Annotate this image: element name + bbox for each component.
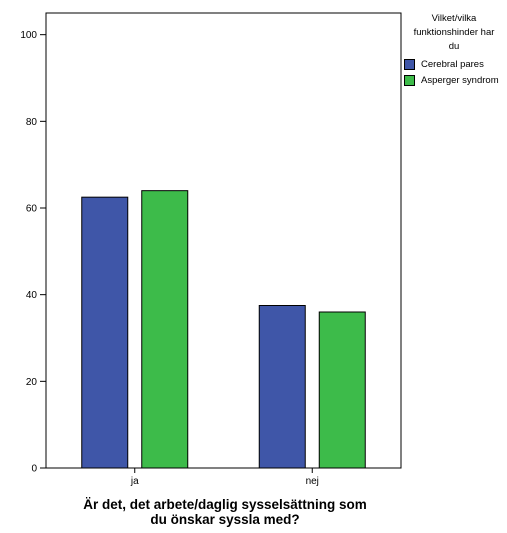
x-tick-label-nej: nej [306, 476, 319, 487]
bar-ja-cerebral-pares [81, 196, 129, 469]
bar-ja-asperger-syndrom [141, 190, 189, 469]
legend: Vilket/vilka funktionshinder har du Cere… [398, 12, 507, 86]
plot-frame [45, 12, 402, 469]
legend-item-cerebral-pares: Cerebral pares [404, 59, 507, 70]
y-axis-ticks: 0 20 40 60 80 100 [20, 30, 46, 475]
legend-title-line-1: Vilket/vilka [431, 13, 477, 24]
y-tick-label: 40 [26, 290, 38, 301]
legend-swatch-cerebral-pares [404, 59, 415, 70]
bar-nej-asperger-syndrom [318, 311, 366, 469]
x-axis-title-line-2: du önskar syssla med? [150, 512, 300, 527]
legend-item-asperger-syndrom: Asperger syndrom [404, 75, 507, 86]
y-tick-label: 20 [26, 377, 38, 388]
chart-axes [45, 12, 402, 469]
x-axis-title: Är det, det arbete/daglig sysselsättning… [30, 497, 420, 527]
legend-title-line-2: funktionshinder har [413, 27, 495, 38]
y-tick-label: 60 [26, 204, 38, 215]
y-tick-label: 80 [26, 117, 38, 128]
legend-title: Vilket/vilka funktionshinder har du [398, 12, 507, 54]
legend-swatch-asperger-syndrom [404, 75, 415, 86]
legend-label-cerebral-pares: Cerebral pares [421, 59, 484, 70]
x-tick-label-ja: ja [130, 476, 139, 487]
y-tick-label: 0 [31, 464, 37, 475]
chart-bars [81, 190, 366, 469]
x-axis-ticks: ja nej [130, 468, 319, 487]
y-tick-label: 100 [20, 30, 37, 41]
legend-title-line-3: du [448, 41, 460, 52]
bar-nej-cerebral-pares [258, 305, 306, 469]
x-axis-title-line-1: Är det, det arbete/daglig sysselsättning… [83, 497, 367, 512]
legend-label-asperger-syndrom: Asperger syndrom [421, 75, 499, 86]
